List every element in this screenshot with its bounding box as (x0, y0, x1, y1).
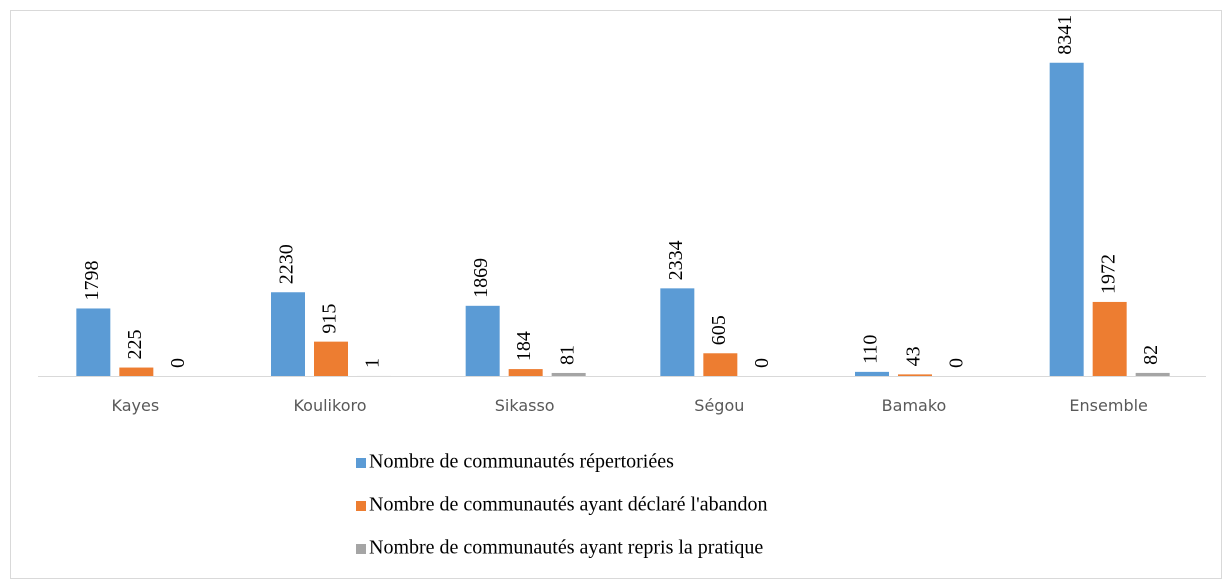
bar (119, 367, 154, 376)
data-label: 1 (362, 358, 384, 368)
data-label: 81 (556, 345, 578, 365)
x-tick-label: Koulikoro (293, 396, 366, 415)
chart-border (10, 10, 1222, 579)
bar (1049, 62, 1084, 376)
data-label: 110 (860, 335, 882, 364)
legend-label: Nombre de communautés ayant repris la pr… (369, 537, 763, 559)
data-label: 1869 (470, 258, 492, 298)
bar (271, 292, 305, 376)
bar (465, 305, 500, 376)
x-tick-label: Kayes (111, 396, 159, 415)
bar (898, 374, 932, 376)
bar (551, 372, 586, 376)
legend-swatch (356, 544, 366, 554)
data-label: 184 (513, 331, 535, 361)
data-label: 605 (708, 315, 730, 345)
data-label: 1972 (1097, 254, 1119, 294)
bar (76, 308, 111, 376)
x-tick-label: Ensemble (1069, 396, 1147, 415)
x-tick-label: Ségou (694, 396, 744, 415)
data-label: 225 (124, 330, 146, 360)
legend-label: Nombre de communautés ayant déclaré l'ab… (369, 494, 767, 516)
data-label: 8341 (1054, 15, 1076, 55)
bar (660, 288, 695, 376)
bar (703, 353, 738, 376)
data-label: 915 (319, 304, 341, 334)
bar (1135, 372, 1170, 376)
bar (508, 369, 543, 376)
data-label: 1798 (81, 260, 103, 300)
data-label: 0 (751, 358, 773, 368)
data-label: 2230 (276, 244, 298, 284)
x-tick-label: Bamako (882, 396, 947, 415)
data-label: 43 (903, 346, 925, 366)
legend-swatch (356, 501, 366, 511)
bar (314, 341, 348, 376)
data-label: 0 (946, 358, 968, 368)
legend-swatch (356, 458, 366, 468)
x-tick-label: Sikasso (495, 396, 555, 415)
data-label: 0 (167, 358, 189, 368)
legend-label: Nombre de communautés répertoriées (369, 451, 674, 473)
data-label: 2334 (665, 240, 687, 280)
bar (855, 371, 889, 376)
bar (1092, 301, 1127, 376)
data-label: 82 (1140, 345, 1162, 365)
